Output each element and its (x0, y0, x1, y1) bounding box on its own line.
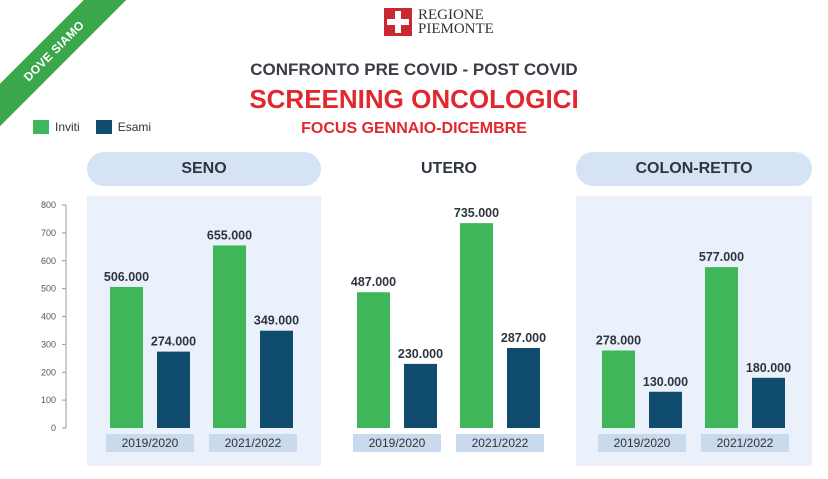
category-label-bg (456, 434, 544, 452)
category-label-bg (701, 434, 789, 452)
piemonte-flag-icon (384, 8, 412, 36)
legend-label-esami: Esami (117, 120, 152, 134)
data-label-colon-retto-inviti-1: 577.000 (699, 250, 744, 264)
bar-colon-retto-esami-1 (752, 377, 785, 428)
category-label-utero-1: 2021/2022 (472, 436, 529, 450)
category-label-bg (209, 434, 297, 452)
y-tick-label: 300 (41, 339, 56, 349)
bar-seno-inviti-0 (110, 286, 143, 428)
data-label-colon-retto-esami-1: 180.000 (746, 361, 791, 375)
bar-seno-esami-0 (157, 351, 190, 428)
y-tick-label: 700 (41, 228, 56, 238)
legend-item-esami: Esami (95, 120, 152, 134)
bar-utero-inviti-0 (357, 292, 390, 428)
chart-legend: Inviti Esami (33, 120, 151, 134)
page-subtitle-focus: FOCUS GENNAIO-DICEMBRE (301, 120, 527, 137)
y-tick-label: 400 (41, 312, 56, 322)
logo-line1: REGIONE (418, 7, 484, 23)
data-label-colon-retto-inviti-0: 278.000 (596, 334, 641, 348)
page-title: CONFRONTO PRE COVID - POST COVID (250, 60, 578, 79)
data-label-utero-esami-1: 287.000 (501, 331, 546, 345)
group-header-seno: SENO (87, 152, 321, 186)
y-tick-label: 500 (41, 284, 56, 294)
data-label-seno-esami-0: 274.000 (151, 335, 196, 349)
page-subtitle: SCREENING ONCOLOGICI (249, 84, 579, 114)
bar-seno-esami-1 (260, 330, 293, 428)
y-tick-label: 100 (41, 395, 56, 405)
data-label-colon-retto-esami-0: 130.000 (643, 375, 688, 389)
category-label-seno-0: 2019/2020 (122, 436, 179, 450)
category-label-colon-retto-0: 2019/2020 (614, 436, 671, 450)
group-header-utero: UTERO (421, 160, 477, 177)
group-header-colon-retto: COLON-RETTO (576, 152, 812, 186)
bar-utero-esami-0 (404, 363, 437, 428)
data-label-seno-inviti-0: 506.000 (104, 270, 149, 284)
legend-item-inviti: Inviti (33, 120, 80, 134)
data-label-utero-inviti-0: 487.000 (351, 275, 396, 289)
y-tick-label: 800 (41, 200, 56, 210)
category-label-seno-1: 2021/2022 (225, 436, 282, 450)
data-label-seno-inviti-1: 655.000 (207, 228, 252, 242)
legend-label-inviti: Inviti (55, 120, 80, 134)
bar-colon-retto-esami-0 (649, 391, 682, 428)
bar-utero-esami-1 (507, 347, 540, 428)
data-label-seno-esami-1: 349.000 (254, 314, 299, 328)
y-tick-label: 600 (41, 256, 56, 266)
bar-seno-inviti-1 (213, 245, 246, 428)
data-label-utero-esami-0: 230.000 (398, 347, 443, 361)
regione-logo: REGIONE PIEMONTE (384, 6, 494, 38)
category-label-bg (106, 434, 194, 452)
y-tick-label: 200 (41, 367, 56, 377)
bar-colon-retto-inviti-1 (705, 267, 738, 428)
y-tick-label: 0 (51, 423, 56, 433)
data-label-utero-inviti-1: 735.000 (454, 206, 499, 220)
category-label-bg (598, 434, 686, 452)
bar-utero-inviti-1 (460, 223, 493, 428)
bar-colon-retto-inviti-0 (602, 350, 635, 428)
legend-swatch-inviti (33, 120, 49, 134)
category-label-bg (353, 434, 441, 452)
category-label-colon-retto-1: 2021/2022 (717, 436, 774, 450)
category-label-utero-0: 2019/2020 (369, 436, 426, 450)
logo-line2: PIEMONTE (418, 21, 494, 37)
legend-swatch-esami (95, 120, 112, 134)
